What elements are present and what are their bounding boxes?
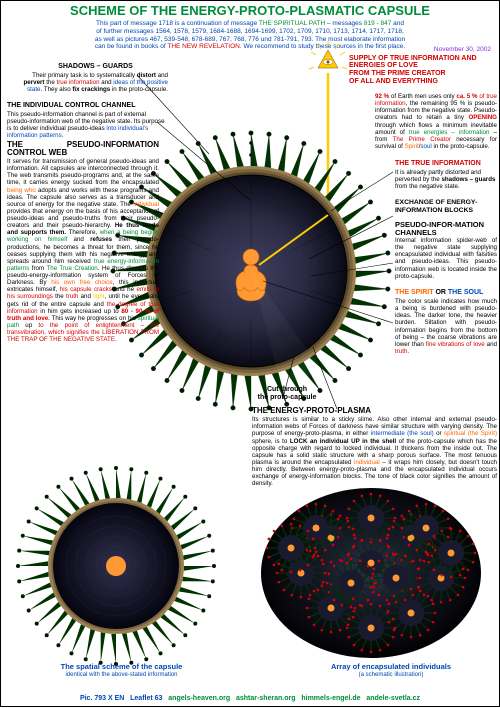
date-text: November 30, 2002 bbox=[434, 46, 491, 53]
spirit-block: THE SPIRIT OR THE SOUL The color scale i… bbox=[395, 289, 497, 355]
supply-block: SUPPLY OF TRUE INFORMATION AND ENERGIES … bbox=[349, 55, 494, 86]
array-label: Array of encapsulated individuals (a sch… bbox=[301, 663, 481, 679]
spatial-capsule bbox=[16, 466, 216, 666]
channel-block: THE INDIVIDUAL CONTROL CHANNEL This pseu… bbox=[7, 102, 167, 140]
pchannels-block: PSEUDO-INFOR-MATION CHANNELS Internal in… bbox=[395, 221, 497, 280]
trueinfo-block: THE TRUE INFORMATION It is already partl… bbox=[395, 160, 497, 190]
footer: Pic. 793 X EN Leaflet 63 angels-heaven.o… bbox=[1, 695, 499, 703]
web-block: THE PSEUDO-INFORMATION CONTROL WEB It se… bbox=[7, 141, 159, 343]
shadows-block: SHADOWS – GUARDS Their primary task is t… bbox=[23, 63, 168, 93]
prime-creator-eye bbox=[309, 41, 347, 69]
spatial-label: The spatial scheme of the capsule identi… bbox=[29, 663, 214, 679]
cut-label: Cut throughthe proto-capsule bbox=[247, 386, 327, 402]
encapsulated-array bbox=[261, 488, 481, 658]
exchange-block: EXCHANGE OF ENERGY-INFORMATION BLOCKS bbox=[395, 199, 497, 216]
plasma-block: THE ENERGY-PROTO-PLASMA Its structures i… bbox=[252, 406, 497, 487]
ninetytwo-block: 92 % of Earth men uses only ca. 5 % of t… bbox=[375, 93, 497, 150]
